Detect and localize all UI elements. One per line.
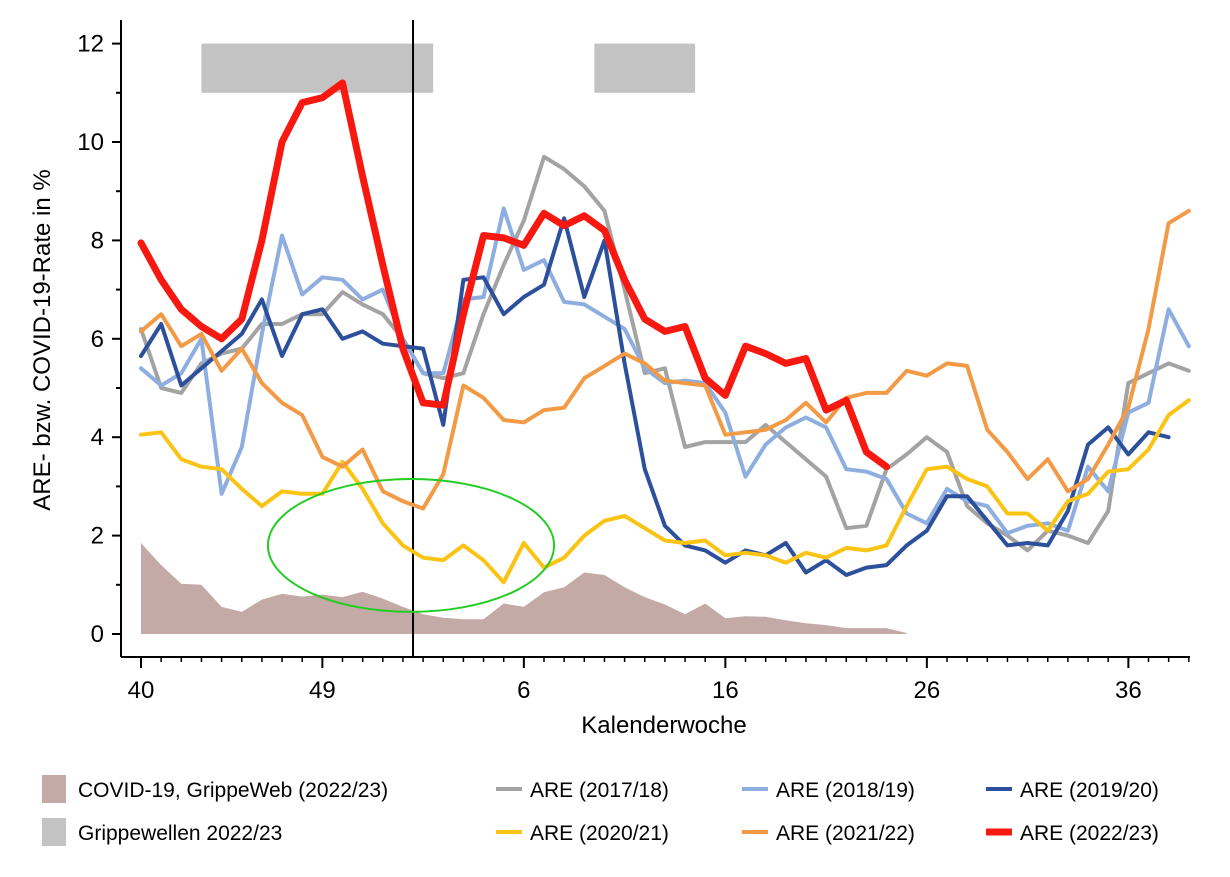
- x-tick-label-6: 6: [517, 677, 530, 704]
- y-tick-label-0: 0: [91, 621, 104, 648]
- flu-wave-bar-1: [201, 43, 434, 93]
- legend-label-s1920: ARE (2019/20): [1020, 779, 1159, 802]
- series-line-202021: [139, 398, 1191, 585]
- legend-swatch-waves: [42, 818, 66, 846]
- y-tick-label-12: 12: [77, 31, 104, 58]
- series-line-201920: [139, 216, 1171, 577]
- x-tick-label-49: 49: [309, 677, 336, 704]
- x-axis-title: Kalenderwoche: [581, 712, 746, 739]
- legend-label-waves: Grippewellen 2022/23: [78, 822, 282, 845]
- flu-waves-layer: [201, 43, 696, 93]
- series-lines-layer: [137, 79, 1191, 585]
- legend-label-s2223: ARE (2022/23): [1020, 822, 1159, 845]
- highlight-ellipse: [266, 478, 556, 613]
- legend-label-s2122: ARE (2021/22): [776, 822, 915, 845]
- y-tick-label-4: 4: [91, 424, 104, 451]
- legend-label-s1718: ARE (2017/18): [530, 779, 669, 802]
- series-line-202122: [139, 208, 1191, 511]
- flu-wave-bar-2: [594, 43, 696, 93]
- covid-area: [141, 543, 907, 634]
- y-tick-label-10: 10: [77, 129, 104, 156]
- x-tick-label-40: 40: [128, 677, 155, 704]
- covid-area-layer: [141, 543, 907, 634]
- y-tick-label-2: 2: [91, 523, 104, 550]
- legend-label-covid: COVID-19, GrippeWeb (2022/23): [78, 779, 388, 802]
- y-tick-label-6: 6: [91, 326, 104, 353]
- legend-swatch-covid: [42, 775, 66, 803]
- series-line-201718: [139, 154, 1191, 553]
- x-tick-label-36: 36: [1115, 677, 1142, 704]
- x-tick-label-26: 26: [913, 677, 940, 704]
- legend-label-s1819: ARE (2018/19): [776, 779, 915, 802]
- series-line-201819: [139, 206, 1191, 536]
- y-axis-title: ARE- bzw. COVID-19-Rate in %: [29, 169, 56, 510]
- highlight-layer: [266, 478, 556, 613]
- series-line-202223: [137, 79, 890, 471]
- legend-label-s2021: ARE (2020/21): [530, 822, 669, 845]
- y-tick-label-8: 8: [91, 227, 104, 254]
- legend: COVID-19, GrippeWeb (2022/23) ARE (2017/1…: [42, 775, 1159, 846]
- axes-layer: 0 2 4 6 8 10 12 40 49 6 16 26 36: [77, 20, 1190, 704]
- x-tick-label-16: 16: [712, 677, 739, 704]
